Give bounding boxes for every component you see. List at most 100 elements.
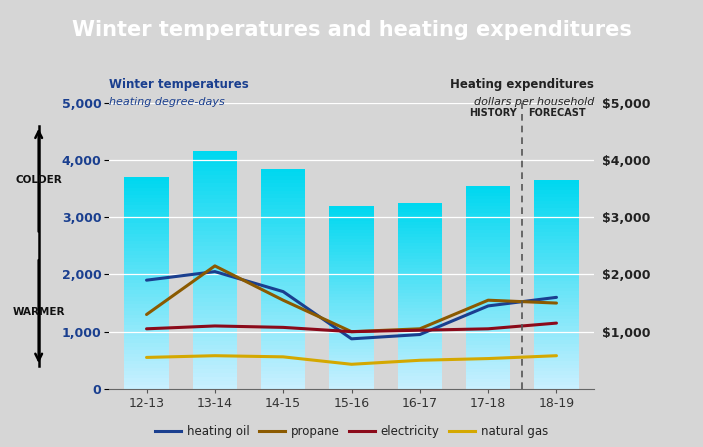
Bar xyxy=(124,206,169,209)
Bar xyxy=(329,310,374,312)
Bar xyxy=(398,373,442,376)
Bar xyxy=(193,274,237,278)
Bar xyxy=(124,371,169,375)
Bar xyxy=(193,361,237,365)
Bar xyxy=(193,365,237,369)
Bar xyxy=(193,346,237,349)
Text: heating degree-days: heating degree-days xyxy=(109,97,225,107)
Bar xyxy=(398,346,442,349)
Bar xyxy=(193,357,237,361)
Bar xyxy=(534,340,579,344)
Bar xyxy=(193,258,237,262)
Bar xyxy=(124,234,169,237)
Bar xyxy=(124,311,169,315)
Bar xyxy=(534,215,579,218)
Bar xyxy=(329,316,374,319)
Bar xyxy=(193,381,237,385)
Bar xyxy=(534,211,579,215)
Bar xyxy=(466,260,510,264)
Bar xyxy=(329,319,374,322)
Bar xyxy=(466,372,510,375)
Text: Winter temperatures and heating expenditures: Winter temperatures and heating expendit… xyxy=(72,20,631,40)
Bar xyxy=(329,270,374,273)
Bar xyxy=(329,285,374,288)
Bar xyxy=(329,371,374,374)
Bar xyxy=(193,349,237,353)
Bar xyxy=(398,246,442,249)
Bar xyxy=(261,286,305,290)
Bar xyxy=(193,235,237,239)
Bar xyxy=(534,274,579,278)
Bar xyxy=(193,342,237,346)
Bar xyxy=(466,335,510,338)
Bar xyxy=(124,375,169,378)
Bar xyxy=(261,359,305,363)
Bar xyxy=(261,205,305,209)
Bar xyxy=(534,337,579,340)
Bar xyxy=(534,330,579,333)
Bar xyxy=(124,304,169,308)
Bar xyxy=(329,386,374,389)
Bar xyxy=(534,250,579,253)
Bar xyxy=(261,334,305,337)
Bar xyxy=(398,206,442,209)
Bar xyxy=(124,329,169,333)
Text: FORECAST: FORECAST xyxy=(528,108,586,118)
Bar xyxy=(329,209,374,212)
Bar xyxy=(124,322,169,325)
Bar xyxy=(398,336,442,339)
Bar xyxy=(466,314,510,318)
Bar xyxy=(193,211,237,215)
Bar xyxy=(124,382,169,385)
Bar xyxy=(329,233,374,236)
Bar xyxy=(534,264,579,267)
Bar xyxy=(261,316,305,319)
Bar xyxy=(124,219,169,223)
Bar xyxy=(193,171,237,175)
Bar xyxy=(534,243,579,246)
Bar xyxy=(534,323,579,326)
Bar xyxy=(398,299,442,302)
Bar xyxy=(193,321,237,325)
Bar xyxy=(398,212,442,215)
Bar xyxy=(398,287,442,290)
Bar xyxy=(193,223,237,227)
Bar xyxy=(534,184,579,187)
Bar xyxy=(193,266,237,270)
Legend: heating oil, propane, electricity, natural gas: heating oil, propane, electricity, natur… xyxy=(150,421,553,443)
Bar xyxy=(466,321,510,325)
Bar xyxy=(193,156,237,160)
Bar xyxy=(124,269,169,273)
Bar xyxy=(466,358,510,362)
Bar xyxy=(329,343,374,346)
Bar xyxy=(534,190,579,194)
Bar xyxy=(193,302,237,306)
Bar xyxy=(193,239,237,242)
Bar xyxy=(124,255,169,258)
Bar xyxy=(124,212,169,216)
Bar xyxy=(466,301,510,304)
Bar xyxy=(261,304,305,308)
Bar xyxy=(193,298,237,302)
Bar xyxy=(124,258,169,262)
Bar xyxy=(329,380,374,383)
Bar xyxy=(261,323,305,326)
Bar xyxy=(466,219,510,223)
Bar xyxy=(534,371,579,375)
Bar xyxy=(466,236,510,240)
Bar xyxy=(193,262,237,266)
Bar xyxy=(193,183,237,187)
Bar xyxy=(261,213,305,216)
Bar xyxy=(466,210,510,213)
Bar xyxy=(534,253,579,257)
Bar xyxy=(329,273,374,276)
Bar xyxy=(261,279,305,283)
Bar xyxy=(329,362,374,364)
Bar xyxy=(329,239,374,242)
Bar xyxy=(261,308,305,312)
Bar xyxy=(193,187,237,191)
Bar xyxy=(329,358,374,362)
Bar xyxy=(329,300,374,304)
Bar xyxy=(398,277,442,280)
Bar xyxy=(124,361,169,364)
